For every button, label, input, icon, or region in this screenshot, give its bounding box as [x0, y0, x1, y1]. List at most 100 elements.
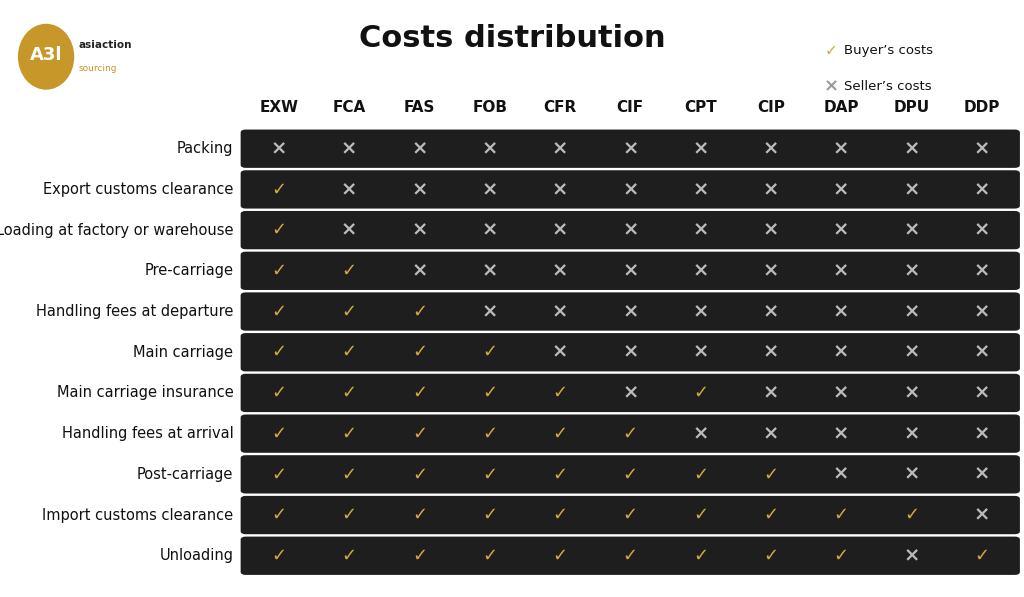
Text: ✓: ✓ — [271, 221, 287, 239]
Text: ✓: ✓ — [271, 506, 287, 524]
Text: ✓: ✓ — [834, 547, 849, 565]
Text: ✓: ✓ — [342, 343, 356, 361]
Text: ×: × — [974, 506, 990, 525]
Text: ✓: ✓ — [552, 465, 567, 484]
Text: ×: × — [974, 139, 990, 158]
Text: ✓: ✓ — [482, 424, 498, 442]
Text: ×: × — [552, 261, 568, 281]
Text: ×: × — [763, 424, 779, 443]
Text: ✓: ✓ — [342, 547, 356, 565]
Text: ✓: ✓ — [342, 506, 356, 524]
Text: ✓: ✓ — [623, 465, 638, 484]
Text: ×: × — [552, 343, 568, 362]
Text: ✓: ✓ — [763, 465, 778, 484]
Text: ×: × — [692, 261, 709, 281]
Text: ×: × — [412, 261, 428, 281]
Text: ×: × — [623, 139, 638, 158]
Text: ×: × — [412, 180, 428, 199]
Text: ✓: ✓ — [342, 465, 356, 484]
Text: ✓: ✓ — [342, 262, 356, 280]
Text: ✓: ✓ — [623, 424, 638, 442]
Text: ×: × — [763, 221, 779, 239]
Text: ✓: ✓ — [693, 384, 709, 402]
Text: ✓: ✓ — [552, 384, 567, 402]
Text: ×: × — [824, 78, 839, 96]
Text: Handling fees at arrival: Handling fees at arrival — [61, 426, 233, 441]
Text: Costs distribution: Costs distribution — [358, 24, 666, 53]
Text: Main carriage: Main carriage — [133, 344, 233, 360]
Text: ×: × — [552, 139, 568, 158]
Text: ×: × — [833, 261, 849, 281]
Text: A3l: A3l — [30, 46, 62, 64]
Text: ✓: ✓ — [271, 303, 287, 321]
Text: ×: × — [623, 261, 638, 281]
Text: ×: × — [974, 383, 990, 402]
Text: ✓: ✓ — [623, 506, 638, 524]
Text: ×: × — [481, 180, 498, 199]
Text: ✓: ✓ — [552, 506, 567, 524]
Text: ×: × — [692, 221, 709, 239]
Text: ✓: ✓ — [693, 506, 709, 524]
Text: ×: × — [833, 383, 849, 402]
Text: DDP: DDP — [964, 100, 999, 115]
Text: ×: × — [692, 424, 709, 443]
Text: ×: × — [341, 221, 357, 239]
Text: ×: × — [974, 424, 990, 443]
Text: ×: × — [833, 180, 849, 199]
Text: ×: × — [763, 383, 779, 402]
Text: ×: × — [763, 180, 779, 199]
Text: ×: × — [623, 383, 638, 402]
Text: ×: × — [833, 343, 849, 362]
Text: CIF: CIF — [616, 100, 644, 115]
Text: ×: × — [974, 465, 990, 484]
Text: ✓: ✓ — [412, 547, 427, 565]
Text: ×: × — [903, 343, 920, 362]
Text: ×: × — [552, 221, 568, 239]
Text: ✓: ✓ — [482, 465, 498, 484]
Text: ✓: ✓ — [271, 547, 287, 565]
Text: FCA: FCA — [333, 100, 366, 115]
Text: ✓: ✓ — [342, 303, 356, 321]
Ellipse shape — [17, 24, 75, 90]
Text: ✓: ✓ — [271, 465, 287, 484]
Text: Main carriage insurance: Main carriage insurance — [56, 386, 233, 401]
Text: ×: × — [481, 221, 498, 239]
Text: asiaction: asiaction — [79, 40, 132, 50]
Text: ×: × — [903, 302, 920, 321]
Text: ×: × — [903, 180, 920, 199]
Text: CIP: CIP — [757, 100, 784, 115]
Text: ×: × — [481, 261, 498, 281]
Text: ✓: ✓ — [834, 506, 849, 524]
Text: ×: × — [692, 139, 709, 158]
Text: Loading at factory or warehouse: Loading at factory or warehouse — [0, 223, 233, 238]
Text: ×: × — [692, 343, 709, 362]
Text: Seller’s costs: Seller’s costs — [844, 80, 932, 93]
Text: ✓: ✓ — [763, 506, 778, 524]
Text: DAP: DAP — [823, 100, 859, 115]
Text: ✓: ✓ — [974, 547, 989, 565]
Text: ×: × — [974, 302, 990, 321]
Text: ✓: ✓ — [482, 343, 498, 361]
Text: ×: × — [552, 180, 568, 199]
Text: ✓: ✓ — [412, 384, 427, 402]
Text: ×: × — [903, 465, 920, 484]
Text: FOB: FOB — [472, 100, 507, 115]
Text: ✓: ✓ — [342, 384, 356, 402]
Text: Pre-carriage: Pre-carriage — [144, 263, 233, 278]
Text: ✓: ✓ — [412, 424, 427, 442]
Text: ×: × — [903, 424, 920, 443]
Text: ×: × — [552, 302, 568, 321]
Text: ✓: ✓ — [482, 547, 498, 565]
Text: Post-carriage: Post-carriage — [137, 467, 233, 482]
Text: EXW: EXW — [259, 100, 298, 115]
Text: ×: × — [903, 383, 920, 402]
Text: ×: × — [481, 139, 498, 158]
Text: ✓: ✓ — [693, 465, 709, 484]
Text: ×: × — [903, 546, 920, 565]
Text: ×: × — [833, 139, 849, 158]
Text: ×: × — [341, 139, 357, 158]
Text: ✓: ✓ — [552, 424, 567, 442]
Text: ×: × — [623, 221, 638, 239]
Text: ×: × — [270, 139, 287, 158]
Text: ✓: ✓ — [763, 547, 778, 565]
